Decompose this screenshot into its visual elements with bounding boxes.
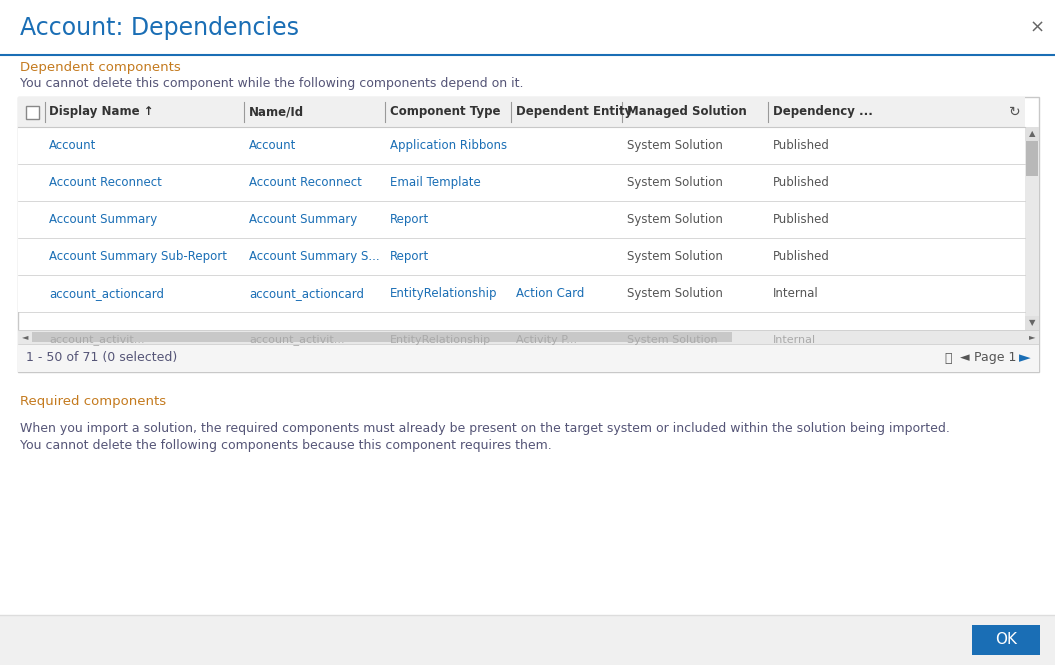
Text: You cannot delete this component while the following components depend on it.: You cannot delete this component while t… [20,76,523,90]
Bar [18,330,1039,344]
Text: ×: × [1030,19,1044,37]
Text: System Solution: System Solution [627,213,723,226]
Bar [18,97,1039,372]
Text: OK: OK [995,632,1017,648]
Text: Account Summary Sub-Report: Account Summary Sub-Report [49,250,227,263]
Text: Application Ribbons: Application Ribbons [390,139,507,152]
Text: ⏮: ⏮ [944,352,952,364]
Bar [18,201,1025,238]
Text: account_actioncard: account_actioncard [249,287,364,300]
Text: Report: Report [390,250,429,263]
Text: Dependent components: Dependent components [20,61,180,74]
Text: Name/Id: Name/Id [249,106,304,118]
Text: Account Summary S...: Account Summary S... [249,250,380,263]
Bar [1025,127,1039,330]
Text: System Solution: System Solution [627,176,723,189]
Text: account_actioncard: account_actioncard [49,287,164,300]
Bar [0,0,1055,55]
Text: System Solution: System Solution [627,287,723,300]
Bar [1027,141,1038,176]
Text: Dependent Entity: Dependent Entity [516,106,632,118]
Text: System Solution: System Solution [627,335,717,345]
Text: 1 - 50 of 71 (0 selected): 1 - 50 of 71 (0 selected) [26,352,177,364]
Text: Account: Account [49,139,96,152]
Text: Activity P...: Activity P... [516,335,577,345]
Bar [18,344,1039,372]
Text: Action Card: Action Card [516,287,584,300]
Text: Published: Published [773,250,830,263]
Text: Managed Solution: Managed Solution [627,106,747,118]
Text: Page 1: Page 1 [974,352,1016,364]
Text: Component Type: Component Type [390,106,500,118]
Bar [18,275,1025,312]
Text: ►: ► [1019,350,1031,366]
Bar [1025,127,1039,141]
Text: Account Summary: Account Summary [249,213,358,226]
Bar [32,332,732,342]
Text: Account: Dependencies: Account: Dependencies [20,15,299,39]
Text: Required components: Required components [20,396,166,408]
Text: Internal: Internal [773,335,817,345]
Text: account_activit...: account_activit... [49,334,145,345]
Text: Internal: Internal [773,287,819,300]
Bar [18,164,1025,201]
Text: ◄: ◄ [960,352,970,364]
Text: account_activit...: account_activit... [249,334,345,345]
Text: System Solution: System Solution [627,139,723,152]
Text: EntityRelationship: EntityRelationship [390,335,492,345]
Text: Published: Published [773,139,830,152]
Text: Display Name ↑: Display Name ↑ [49,106,154,118]
Text: Account Reconnect: Account Reconnect [49,176,161,189]
Bar [18,238,1025,275]
Text: Report: Report [390,213,429,226]
Bar [0,615,1055,665]
Text: EntityRelationship: EntityRelationship [390,287,498,300]
Bar [18,331,1025,349]
Text: ◄: ◄ [22,332,28,342]
Text: Account Summary: Account Summary [49,213,157,226]
Text: ▲: ▲ [1029,130,1035,138]
Text: Published: Published [773,176,830,189]
Text: When you import a solution, the required components must already be present on t: When you import a solution, the required… [20,422,950,435]
Text: ►: ► [1029,332,1035,342]
Text: Email Template: Email Template [390,176,481,189]
Text: Account: Account [249,139,296,152]
FancyBboxPatch shape [972,625,1040,655]
Text: Dependency ...: Dependency ... [773,106,872,118]
Bar [18,97,1025,127]
Text: Published: Published [773,213,830,226]
Bar [18,127,1025,164]
Bar [26,106,39,118]
Text: Account Reconnect: Account Reconnect [249,176,362,189]
Text: ▼: ▼ [1029,319,1035,327]
Text: ↻: ↻ [1010,105,1021,119]
Text: System Solution: System Solution [627,250,723,263]
Text: You cannot delete the following components because this component requires them.: You cannot delete the following componen… [20,439,552,452]
Bar [1025,316,1039,330]
